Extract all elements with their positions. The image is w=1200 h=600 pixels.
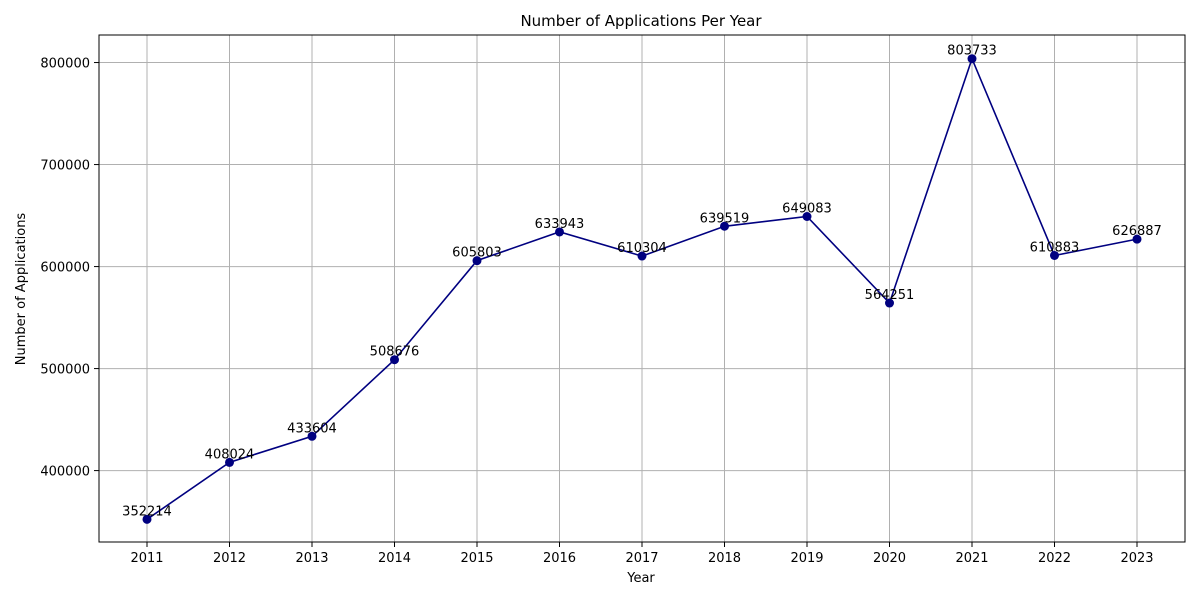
data-point bbox=[967, 54, 977, 64]
data-point bbox=[1132, 234, 1142, 244]
y-axis: 400000 500000 600000 700000 800000 bbox=[40, 57, 99, 480]
data-point bbox=[885, 298, 894, 308]
data-label: 639519 bbox=[700, 211, 750, 226]
x-tick-label: 2018 bbox=[708, 551, 741, 566]
data-point bbox=[802, 211, 812, 221]
y-tick-label: 400000 bbox=[40, 465, 90, 480]
series-points bbox=[142, 54, 1142, 524]
data-point bbox=[225, 457, 234, 467]
data-label: 564251 bbox=[865, 288, 915, 303]
x-tick-label: 2012 bbox=[213, 551, 246, 566]
x-tick-label: 2023 bbox=[1120, 551, 1153, 566]
data-label: 610304 bbox=[617, 241, 667, 256]
data-point bbox=[637, 251, 647, 261]
data-point bbox=[307, 431, 317, 441]
data-label: 352214 bbox=[122, 504, 172, 519]
data-label: 803733 bbox=[947, 44, 997, 59]
data-label: 610883 bbox=[1030, 240, 1080, 255]
y-axis-label: Number of Applications bbox=[14, 213, 29, 366]
data-point bbox=[1050, 250, 1059, 260]
y-tick-label: 700000 bbox=[40, 159, 90, 174]
x-tick-label: 2013 bbox=[295, 551, 328, 566]
x-axis-label: Year bbox=[626, 571, 655, 586]
data-point bbox=[472, 256, 482, 266]
data-label: 508676 bbox=[370, 345, 420, 360]
x-tick-label: 2017 bbox=[625, 551, 658, 566]
x-axis: 2011 2012 2013 2014 2015 2016 2017 2018 2019 2020… bbox=[130, 542, 1154, 566]
data-label: 605803 bbox=[452, 246, 502, 261]
x-tick-label: 2014 bbox=[378, 551, 411, 566]
data-label: 633943 bbox=[535, 217, 585, 232]
x-tick-label: 2016 bbox=[543, 551, 576, 566]
data-labels: 352214 408024 433604 508676 605803 633943 6103… bbox=[122, 44, 1162, 520]
data-label: 408024 bbox=[205, 447, 255, 462]
data-label: 433604 bbox=[287, 421, 337, 436]
data-point bbox=[142, 514, 152, 524]
y-tick-label: 500000 bbox=[40, 363, 90, 378]
data-point bbox=[555, 227, 564, 237]
x-tick-label: 2015 bbox=[460, 551, 493, 566]
y-tick-label: 800000 bbox=[40, 57, 90, 72]
data-label: 649083 bbox=[782, 201, 832, 216]
grid bbox=[99, 35, 1185, 542]
x-tick-label: 2021 bbox=[955, 551, 988, 566]
x-tick-label: 2011 bbox=[130, 551, 163, 566]
chart-title: Number of Applications Per Year bbox=[520, 12, 762, 30]
data-point bbox=[390, 355, 399, 365]
x-tick-label: 2022 bbox=[1038, 551, 1071, 566]
data-point bbox=[720, 221, 729, 231]
x-tick-label: 2019 bbox=[790, 551, 823, 566]
y-tick-label: 600000 bbox=[40, 261, 90, 276]
data-label: 626887 bbox=[1112, 224, 1162, 239]
x-tick-label: 2020 bbox=[873, 551, 906, 566]
